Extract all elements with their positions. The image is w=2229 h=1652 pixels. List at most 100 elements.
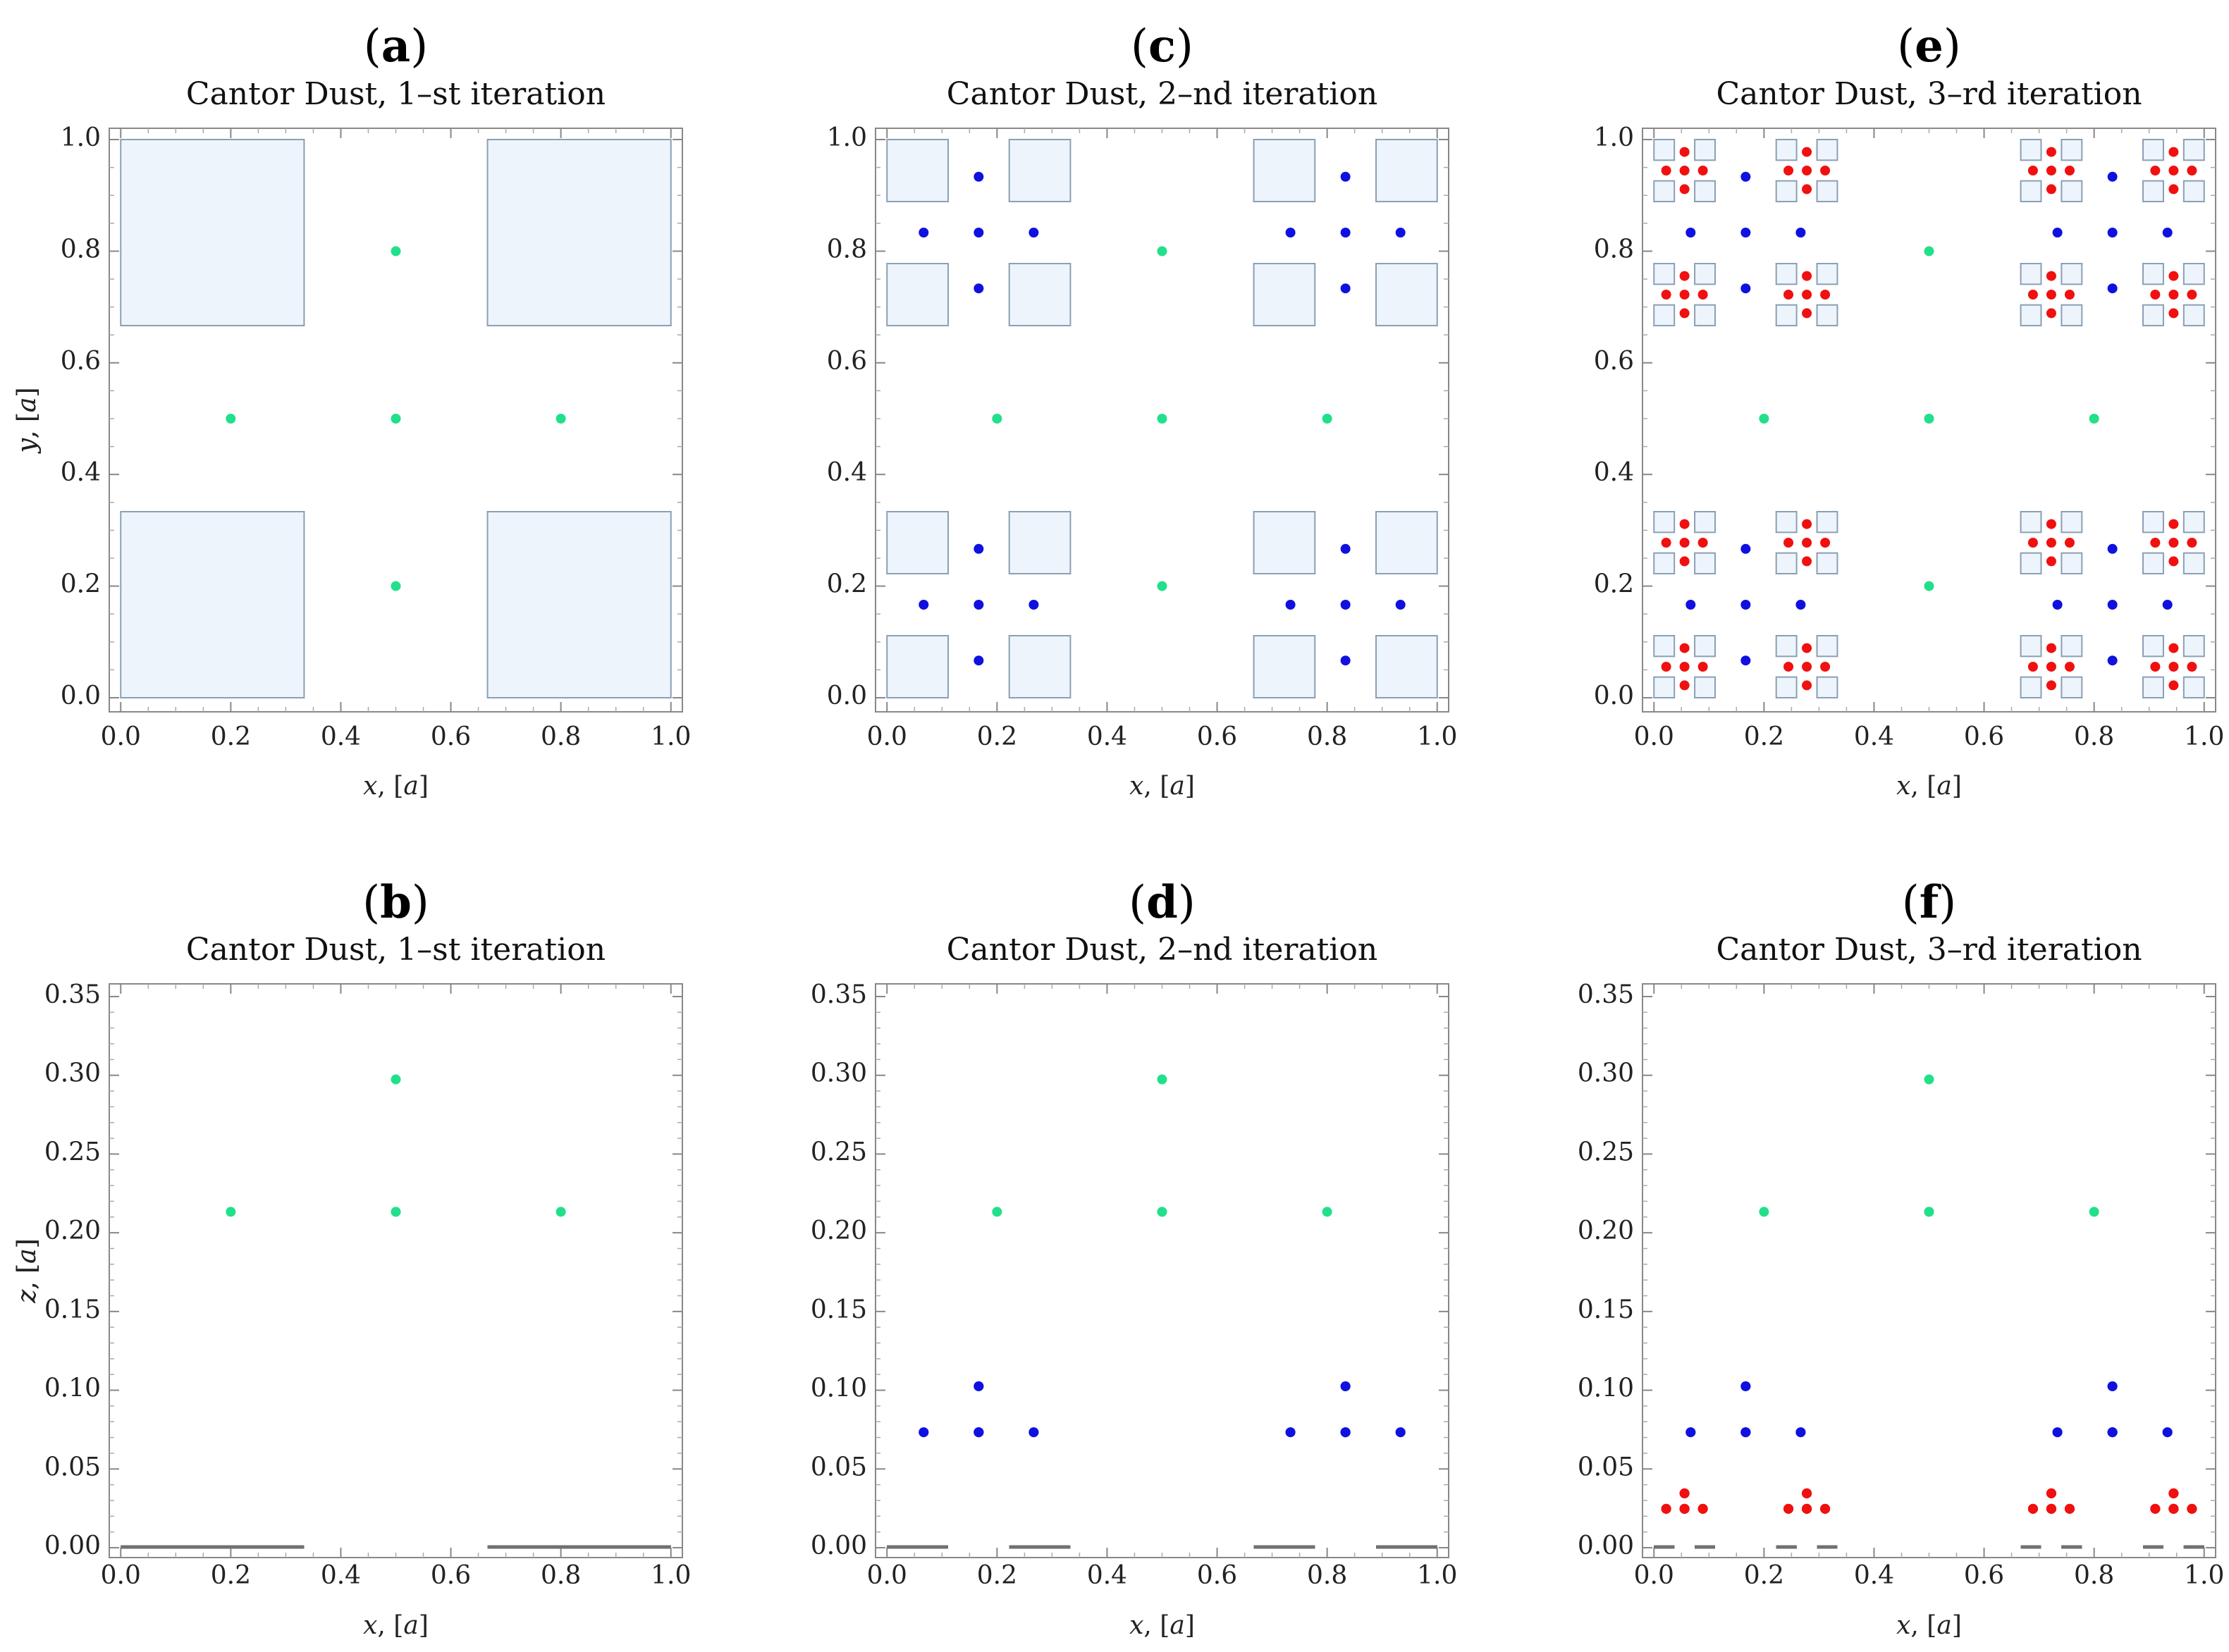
y-tick-label: 0.35 [1578, 980, 1634, 1009]
level-2-point [974, 171, 984, 182]
cantor-square [1775, 552, 1798, 575]
level-1-point [1157, 581, 1167, 591]
level-2-point [2052, 600, 2063, 610]
cantor-square [120, 139, 305, 326]
y-tick-label: 1.0 [1594, 123, 1634, 152]
level-2-point [1740, 1427, 1751, 1438]
level-3-point [1679, 556, 1690, 567]
panel-d: (d)Cantor Dust, 2–nd iteration 0.0 0.2 0.4 0… [13, 876, 1457, 1641]
y-tick-label: 0.10 [811, 1374, 867, 1403]
panel-a: (a)Cantor Dust, 1–st iteration 0.0 0.2 0.4 0… [13, 20, 691, 801]
x-tick-label: 0.2 [211, 722, 251, 751]
y-tick-label: 0.00 [1578, 1531, 1634, 1560]
y-tick-label: 0.8 [1594, 235, 1634, 264]
cantor-square [1816, 139, 1838, 161]
cantor-square [2182, 635, 2205, 658]
chart-title: Cantor Dust, 1–st iteration [186, 932, 606, 968]
panel-e: (e)Cantor Dust, 3–rd iteration 0.0 0.2 0.4 0… [13, 20, 2224, 801]
cantor-square [2020, 139, 2042, 161]
cantor-square [2061, 635, 2083, 658]
x-tick-label: 0.2 [211, 1561, 251, 1590]
level-1-point [1759, 1207, 1769, 1217]
level-3-point [2168, 519, 2179, 529]
cantor-square [1775, 676, 1798, 699]
level-3-point [2046, 1503, 2056, 1514]
level-3-point [1679, 680, 1690, 691]
level-3-point [2150, 166, 2161, 175]
level-3-point [2168, 556, 2179, 567]
x-tick-label: 0.2 [977, 722, 1017, 751]
cantor-square [486, 511, 672, 698]
level-1-point [1157, 1207, 1167, 1217]
y-tick-label: 0.6 [827, 347, 867, 376]
cantor-square [2182, 552, 2205, 575]
cantor-square [2182, 676, 2205, 699]
level-3-point [2046, 680, 2056, 691]
panel-c: (c)Cantor Dust, 2–nd iteration 0.0 0.2 0.4 0… [13, 20, 1457, 801]
level-3-point [2046, 662, 2056, 672]
panel-letter: (a) [364, 20, 428, 73]
cantor-square [1775, 511, 1798, 534]
plot-frame [875, 983, 1449, 1558]
x-tick-label: 0.2 [1744, 722, 1784, 751]
cantor-square [1694, 139, 1716, 161]
y-tick-label: 0.30 [44, 1059, 101, 1088]
y-tick-label: 0.15 [44, 1295, 101, 1324]
x-axis-label: x, [a] [1129, 1611, 1195, 1640]
x-tick-label: 0.2 [977, 1561, 1017, 1590]
cantor-square [2142, 139, 2164, 161]
level-3-point [1679, 538, 1690, 548]
level-1-point [1759, 414, 1769, 424]
y-tick-label: 0.25 [811, 1138, 867, 1166]
level-1-point [391, 581, 401, 591]
level-2-point [2107, 171, 2118, 182]
y-tick-label: 0.15 [1578, 1295, 1634, 1324]
cantor-square [1653, 180, 1676, 202]
level-1-point [226, 1207, 236, 1217]
y-tick-label: 0.0 [827, 682, 867, 710]
cantor-square [1694, 511, 1716, 534]
cantor-square [2142, 552, 2164, 575]
cantor-square [2020, 511, 2042, 534]
cantor-square [2142, 304, 2164, 326]
level-1-point [1157, 1074, 1167, 1085]
level-2-point [2107, 228, 2118, 238]
x-tick-label: 0.8 [1307, 722, 1347, 751]
cantor-square [2020, 676, 2042, 699]
cantor-square [2142, 180, 2164, 202]
cantor-square [1775, 139, 1798, 161]
level-3-point [1661, 662, 1671, 672]
cantor-square [1775, 180, 1798, 202]
level-3-point [2046, 643, 2056, 653]
level-2-point [1340, 543, 1351, 554]
cantor-square [2182, 304, 2205, 326]
cantor-square [1253, 139, 1316, 202]
level-3-point [2168, 184, 2179, 195]
x-tick-label: 0.8 [541, 722, 581, 751]
level-2-point [1740, 543, 1751, 554]
level-2-point [1395, 600, 1406, 610]
level-2-point [1028, 1427, 1039, 1438]
level-2-point [1795, 600, 1806, 610]
level-2-point [1795, 1427, 1806, 1438]
level-2-point [1340, 600, 1351, 610]
level-3-point [1802, 147, 1812, 157]
x-tick-label: 0.0 [101, 1561, 141, 1590]
level-3-point [2168, 1488, 2179, 1498]
cantor-square [1694, 676, 1716, 699]
level-3-point [2168, 538, 2179, 548]
level-3-point [2168, 290, 2179, 300]
x-tick-label: 0.6 [1197, 1561, 1237, 1590]
cantor-square [1253, 263, 1316, 326]
cantor-square [886, 263, 949, 326]
y-tick-label: 0.20 [44, 1216, 101, 1245]
cantor-square [1816, 676, 1838, 699]
level-2-point [1685, 600, 1696, 610]
level-3-point [1679, 662, 1690, 672]
y-tick-label: 0.15 [811, 1295, 867, 1324]
y-tick-label: 0.10 [1578, 1374, 1634, 1403]
level-3-point [2168, 308, 2179, 319]
chart-title: Cantor Dust, 3–rd iteration [1716, 932, 2142, 968]
level-3-point [2187, 538, 2197, 548]
x-tick-label: 0.0 [101, 722, 141, 751]
